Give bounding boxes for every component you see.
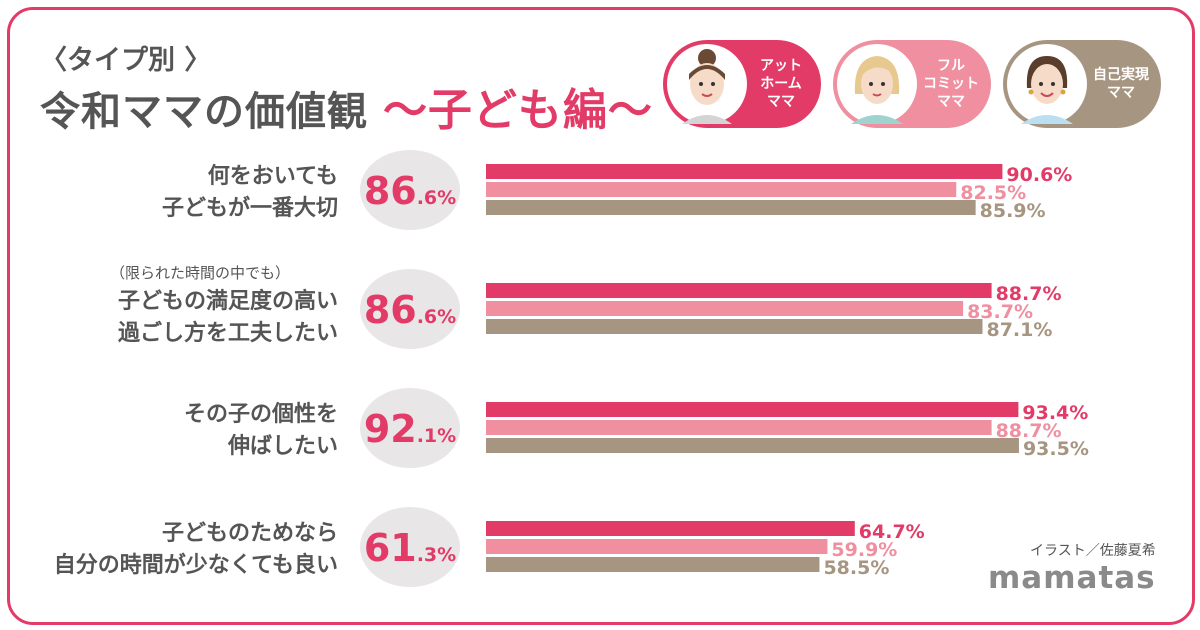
total-value: 61.3% [364, 526, 456, 570]
total-circle [360, 507, 460, 587]
category-label: 子どもの満足度の高い [118, 288, 338, 314]
data-label: 88.7% [996, 283, 1062, 305]
legend-label: 自己実現 ママ [1093, 67, 1149, 101]
bar [486, 521, 855, 536]
legend-label: フル コミット ママ [923, 58, 979, 110]
page-title: 令和ママの価値観 〜子ども編〜 [40, 74, 653, 138]
data-label: 58.5% [823, 557, 889, 579]
legend-item-athome: アット ホーム ママ [663, 40, 821, 128]
bar [486, 301, 964, 316]
data-label: 87.1% [986, 319, 1052, 341]
data-label: 88.7% [996, 420, 1062, 442]
bar [486, 200, 976, 215]
bar [486, 557, 820, 572]
data-label: 93.4% [1022, 402, 1088, 424]
data-label: 85.9% [980, 200, 1046, 222]
bar [486, 164, 1003, 179]
legend-label: アット ホーム ママ [760, 58, 802, 110]
category-label: 何をおいても [208, 163, 338, 189]
total-value: 86.6% [364, 288, 456, 332]
category-label: 子どもが一番大切 [162, 195, 338, 221]
title-main: 令和ママの価値観 [40, 89, 368, 135]
legend-item-selfrealization: 自己実現 ママ [1003, 40, 1161, 128]
mamatas-logo: mamatas [988, 560, 1156, 596]
bar [486, 402, 1019, 417]
total-circle [360, 388, 460, 468]
illustration-credit: イラスト／佐藤夏希 [1030, 543, 1156, 559]
bar [486, 319, 983, 334]
athome-mom-illustration [667, 44, 747, 124]
category-label: 子どものためなら [162, 521, 338, 546]
bar [486, 283, 992, 298]
total-circle [360, 269, 460, 349]
data-label: 59.9% [831, 539, 897, 561]
category-label: 過ごし方を工夫したい [118, 320, 338, 346]
category-label: その子の個性を [184, 402, 338, 427]
data-label: 82.5% [960, 182, 1026, 204]
title-accent: 〜子ども編〜 [382, 85, 653, 136]
category-note: （限られた時間の中でも） [110, 264, 290, 282]
fullcommit-mom-illustration [837, 44, 917, 124]
category-label: 自分の時間が少なくても良い [54, 552, 338, 578]
data-label: 64.7% [859, 521, 925, 543]
bar [486, 539, 828, 554]
legend-item-fullcommit: フル コミット ママ [833, 40, 991, 128]
data-label: 93.5% [1023, 438, 1089, 460]
total-value: 86.6% [364, 169, 456, 213]
total-value: 92.1% [364, 407, 456, 451]
bar [486, 420, 992, 435]
data-label: 90.6% [1006, 164, 1072, 186]
total-circle [360, 150, 460, 230]
selfrealization-mom-illustration [1007, 44, 1087, 124]
category-label: 伸ばしたい [227, 434, 338, 459]
data-label: 83.7% [967, 301, 1033, 323]
subtitle: 〈タイプ別 〉 [40, 45, 212, 76]
bar [486, 182, 957, 197]
bar [486, 438, 1019, 453]
